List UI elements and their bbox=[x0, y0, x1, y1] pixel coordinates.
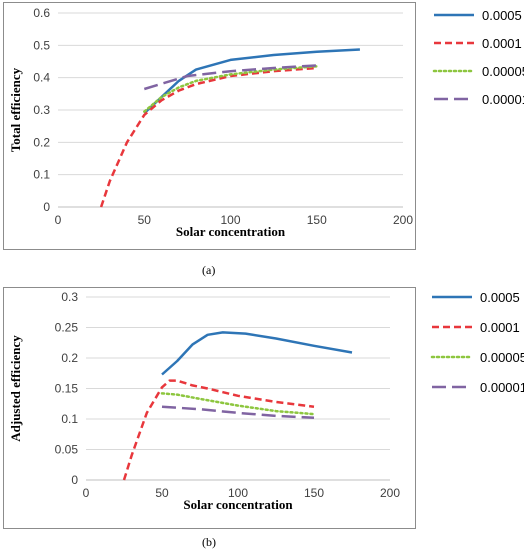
y-tick-label: 0.05 bbox=[55, 443, 79, 457]
x-tick-label: 100 bbox=[220, 213, 240, 227]
legend-label: 0.0001 bbox=[480, 320, 520, 335]
chart-panel-a: 0 0.1 0.2 0.3 0.4 0.5 0.6 0 50 100 150 200 Solar con… bbox=[3, 2, 524, 277]
legend-label: 0.0005 bbox=[482, 8, 522, 23]
series-line-0.0001 bbox=[122, 379, 315, 481]
x-tick-label: 0 bbox=[55, 213, 62, 227]
x-axis-title: Solar concentration bbox=[183, 497, 293, 512]
chart-a: 0 0.1 0.2 0.3 0.4 0.5 0.6 0 50 100 150 200 Solar con… bbox=[8, 6, 524, 239]
y-tick-label: 0.1 bbox=[33, 168, 50, 182]
y-tick-label: 0.1 bbox=[61, 412, 78, 426]
y-tick-label: 0.2 bbox=[33, 135, 50, 149]
series-line-0.00005 bbox=[160, 392, 316, 416]
y-tick-label: 0.25 bbox=[55, 321, 79, 335]
x-axis-title: Solar concentration bbox=[176, 224, 286, 239]
y-tick-label: 0.6 bbox=[33, 6, 50, 20]
y-tick-label: 0.4 bbox=[33, 71, 50, 85]
y-tick-label: 0.5 bbox=[33, 38, 50, 52]
series-line-0.0005 bbox=[161, 331, 353, 376]
chart-panel-b: 0 0.05 0.1 0.15 0.2 0.25 0.3 0 50 100 150 200 Solar … bbox=[0, 285, 524, 550]
legend-label: 0.0001 bbox=[482, 36, 522, 51]
x-tick-label: 50 bbox=[138, 213, 152, 227]
y-axis-title: Adjusted efficiency bbox=[8, 335, 23, 442]
figure-caption-a: (a) bbox=[202, 263, 216, 277]
legend-label: 0.0005 bbox=[480, 290, 520, 305]
y-tick-label: 0 bbox=[43, 200, 50, 214]
y-tick-label: 0.3 bbox=[61, 290, 78, 304]
series-line-0.0001 bbox=[99, 66, 317, 208]
legend-label: 0.00005 bbox=[482, 64, 524, 79]
chart-frame bbox=[3, 2, 416, 250]
x-tick-label: 100 bbox=[228, 486, 248, 500]
legend-label: 0.00005 bbox=[480, 350, 524, 365]
legend-label: 0.00001 bbox=[482, 92, 524, 107]
series-line-0.00005 bbox=[143, 65, 319, 113]
series-line-0.00001 bbox=[161, 405, 315, 420]
x-tick-label: 200 bbox=[380, 486, 400, 500]
x-tick-label: 150 bbox=[304, 486, 324, 500]
series-line-0.0005 bbox=[143, 48, 360, 115]
y-tick-label: 0.3 bbox=[33, 103, 50, 117]
legend-label: 0.00001 bbox=[480, 380, 524, 395]
x-tick-label: 0 bbox=[83, 486, 90, 500]
y-axis-title: Total efficiency bbox=[8, 67, 23, 152]
x-tick-label: 200 bbox=[393, 213, 413, 227]
x-tick-label: 50 bbox=[155, 486, 169, 500]
series-line-0.00001 bbox=[143, 64, 317, 91]
y-tick-label: 0 bbox=[71, 473, 78, 487]
x-tick-label: 150 bbox=[307, 213, 327, 227]
y-tick-label: 0.15 bbox=[55, 382, 79, 396]
y-tick-label: 0.2 bbox=[61, 351, 78, 365]
figure-caption-b: (b) bbox=[202, 535, 216, 549]
chart-b: 0 0.05 0.1 0.15 0.2 0.25 0.3 0 50 100 150 200 Solar … bbox=[8, 290, 524, 512]
